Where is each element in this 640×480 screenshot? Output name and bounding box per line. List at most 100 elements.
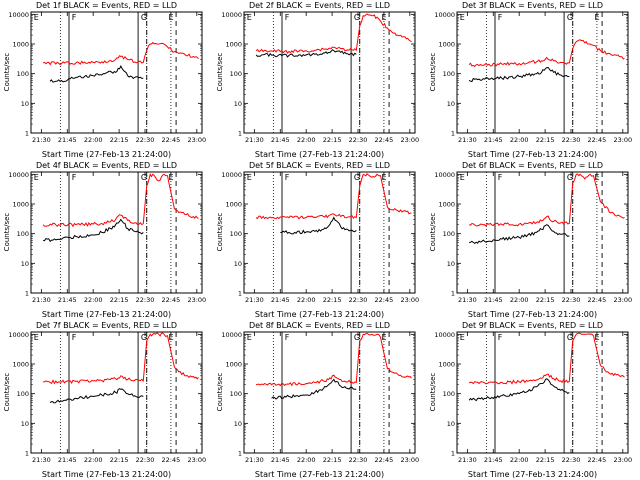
y-tick-label: 100 xyxy=(17,390,29,398)
y-axis-label: Counts/sec xyxy=(216,372,224,412)
y-tick-label: 10 xyxy=(21,420,29,428)
detector-panel: 1 10 100 1000 10000 21:30 21:45 22:00 22:15 22:30… xyxy=(0,0,213,160)
segment-label: G xyxy=(141,173,147,182)
y-axis-label: Counts/sec xyxy=(216,212,224,252)
segment-label: E xyxy=(247,333,252,342)
y-tick-label: 1000 xyxy=(12,41,29,49)
y-tick-label: 10 xyxy=(234,260,242,268)
detector-panel: 1 10 100 1000 10000 21:30 21:45 22:00 22:15 22:30… xyxy=(213,320,426,480)
y-tick-label: 10 xyxy=(234,100,242,108)
detector-panel: 1 10 100 1000 10000 21:30 21:45 22:00 22:15 22:30… xyxy=(213,160,426,320)
y-tick-label: 1000 xyxy=(438,201,455,209)
x-tick-label: 21:30 xyxy=(458,136,477,144)
y-axis-label: Counts/sec xyxy=(429,212,437,252)
y-axis-label: Counts/sec xyxy=(429,52,437,92)
y-tick-label: 10000 xyxy=(434,11,455,19)
panel-title: Det 5f BLACK = Events, RED = LLD xyxy=(248,161,391,170)
x-tick-label: 22:00 xyxy=(84,456,103,464)
y-tick-label: 100 xyxy=(230,70,242,78)
segment-label: E xyxy=(34,13,39,22)
y-tick-label: 1000 xyxy=(12,361,29,369)
x-tick-label: 22:45 xyxy=(162,296,181,304)
x-tick-label: 21:45 xyxy=(484,296,503,304)
segment-label: F xyxy=(72,333,77,342)
plot-svg: 1 10 100 1000 10000 21:30 21:45 22:00 22:15 22:30… xyxy=(8,11,206,144)
y-tick-label: 1000 xyxy=(225,41,242,49)
segment-label: G xyxy=(354,333,360,342)
y-tick-label: 1 xyxy=(238,450,242,458)
y-tick-label: 100 xyxy=(443,70,455,78)
segment-label: F xyxy=(285,13,290,22)
y-tick-label: 1 xyxy=(25,130,29,138)
x-tick-label: 22:15 xyxy=(323,136,342,144)
y-tick-label: 1000 xyxy=(225,361,242,369)
panel-title: Det 6f BLACK = Events, RED = LLD xyxy=(461,161,604,170)
x-tick-label: 22:00 xyxy=(510,136,529,144)
x-tick-label: 22:30 xyxy=(136,136,155,144)
plot-frame xyxy=(456,11,629,134)
plot-svg: 1 10 100 1000 10000 21:30 21:45 22:00 22:15 22:30… xyxy=(8,171,206,304)
x-tick-label: 21:30 xyxy=(32,456,51,464)
events-series-line xyxy=(255,49,357,58)
x-axis-label: Start Time (27-Feb-13 21:24:00) xyxy=(254,310,385,319)
y-tick-label: 10 xyxy=(447,260,455,268)
segment-label: E xyxy=(594,173,599,182)
x-axis-label: Start Time (27-Feb-13 21:24:00) xyxy=(41,150,172,159)
x-tick-label: 21:30 xyxy=(245,136,264,144)
plot-frame xyxy=(30,11,203,134)
segment-label: E xyxy=(247,13,252,22)
x-tick-label: 22:45 xyxy=(375,296,394,304)
x-tick-label: 22:30 xyxy=(349,136,368,144)
segment-label: G xyxy=(141,333,147,342)
segment-label: E xyxy=(460,333,465,342)
x-tick-label: 22:30 xyxy=(349,296,368,304)
x-tick-label: 22:15 xyxy=(536,136,555,144)
x-axis-label: Start Time (27-Feb-13 21:24:00) xyxy=(467,310,598,319)
y-tick-label: 10000 xyxy=(221,11,242,19)
y-tick-label: 10000 xyxy=(434,171,455,179)
plot-frame xyxy=(456,171,629,294)
segment-label: F xyxy=(285,173,290,182)
x-tick-label: 23:00 xyxy=(613,296,632,304)
plot-frame xyxy=(243,331,416,454)
y-tick-label: 1000 xyxy=(438,361,455,369)
segment-label: E xyxy=(247,173,252,182)
x-tick-label: 23:00 xyxy=(400,136,419,144)
detector-panel: 1 10 100 1000 10000 21:30 21:45 22:00 22:15 22:30… xyxy=(426,320,639,480)
x-tick-label: 21:30 xyxy=(458,456,477,464)
lld-series-line xyxy=(43,332,199,385)
x-tick-label: 21:45 xyxy=(58,456,77,464)
panel-title: Det 1f BLACK = Events, RED = LLD xyxy=(35,1,178,10)
segment-label: G xyxy=(354,13,360,22)
events-series-line xyxy=(280,216,357,235)
segment-label: F xyxy=(72,173,77,182)
x-tick-label: 22:00 xyxy=(84,296,103,304)
x-tick-label: 21:30 xyxy=(32,136,51,144)
panel-title: Det 3f BLACK = Events, RED = LLD xyxy=(461,1,604,10)
panel-title: Det 9f BLACK = Events, RED = LLD xyxy=(461,321,604,330)
detector-panel: 1 10 100 1000 10000 21:30 21:45 22:00 22:15 22:30… xyxy=(0,160,213,320)
segment-label: F xyxy=(498,333,503,342)
segment-label: E xyxy=(381,13,386,22)
events-series-line xyxy=(468,66,570,83)
y-tick-label: 1 xyxy=(238,290,242,298)
segment-label: G xyxy=(141,13,147,22)
segment-label: F xyxy=(498,173,503,182)
x-tick-label: 22:30 xyxy=(136,296,155,304)
x-tick-label: 22:30 xyxy=(562,136,581,144)
x-axis-label: Start Time (27-Feb-13 21:24:00) xyxy=(467,150,598,159)
x-tick-label: 22:15 xyxy=(536,456,555,464)
x-axis-label: Start Time (27-Feb-13 21:24:00) xyxy=(254,470,385,479)
segment-label: E xyxy=(168,13,173,22)
y-tick-label: 10000 xyxy=(8,11,29,19)
detector-panel: 1 10 100 1000 10000 21:30 21:45 22:00 22:15 22:30… xyxy=(426,0,639,160)
lld-series-line xyxy=(42,172,199,228)
x-tick-label: 21:45 xyxy=(271,296,290,304)
lld-series-line xyxy=(468,332,625,385)
y-tick-label: 10 xyxy=(21,100,29,108)
lld-series-line xyxy=(468,173,625,227)
plot-frame xyxy=(243,11,416,134)
y-tick-label: 100 xyxy=(443,230,455,238)
y-axis-label: Counts/sec xyxy=(3,372,11,412)
